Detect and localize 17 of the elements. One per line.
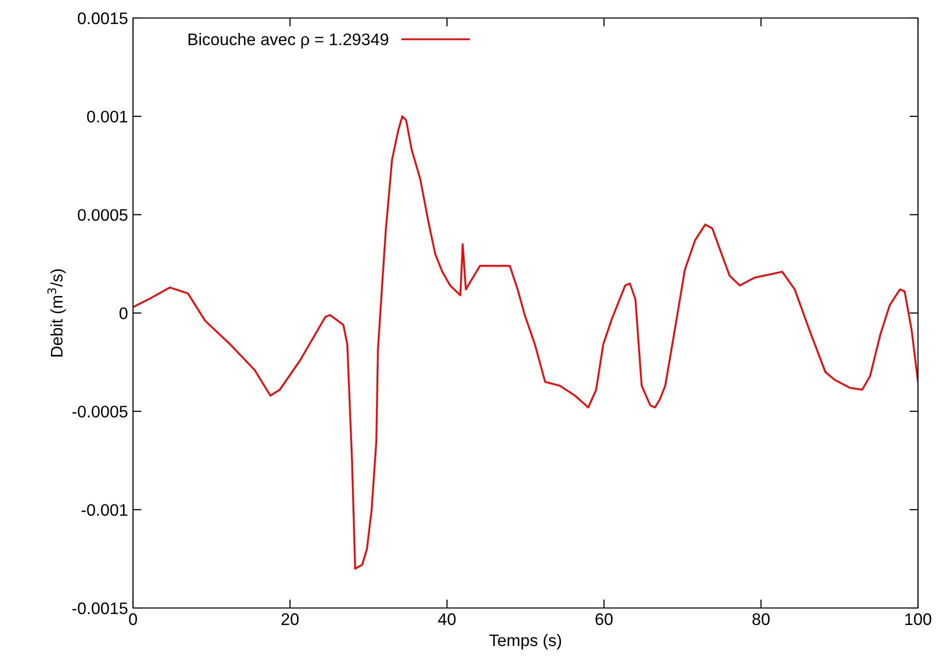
y-tick-label: -0.0005	[72, 406, 128, 418]
line-series	[133, 115, 918, 570]
x-tick-label: 60	[596, 613, 613, 626]
y-tick-label: 0.0015	[78, 12, 128, 24]
x-tick-label: 0	[129, 613, 137, 626]
legend-label: Bicouche avec ρ = 1.29349	[188, 33, 388, 49]
x-tick-label: 40	[438, 613, 456, 626]
x-tick-label: 80	[752, 613, 770, 626]
x-tick-label: 100	[905, 613, 932, 626]
y-tick-label: 0.001	[87, 110, 128, 123]
y-tick-label: -0.0015	[72, 602, 128, 614]
y-axis-title: Debit (m$^{3}$/s)	[47, 269, 66, 356]
y-tick-label: -0.001	[82, 504, 128, 516]
x-axis-title: Temps (s)	[489, 634, 562, 650]
x-tick-label: 20	[282, 613, 299, 626]
y-tick-label: 0	[120, 307, 128, 320]
y-tick-label: 0.0005	[78, 209, 128, 221]
